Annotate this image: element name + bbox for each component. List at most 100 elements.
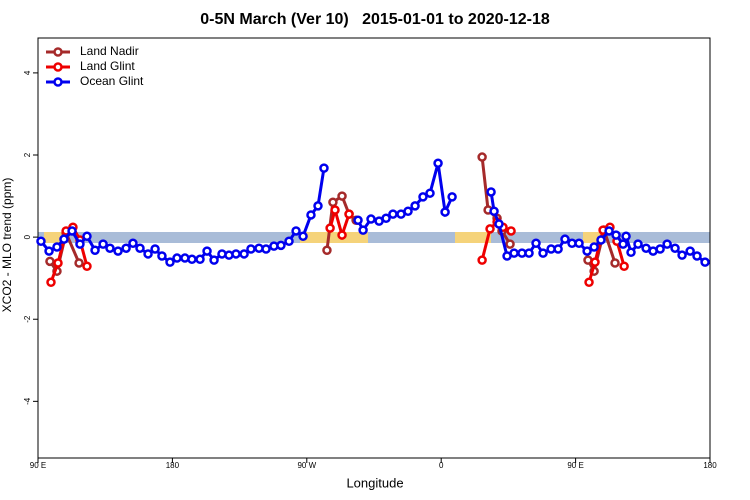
data-point — [358, 225, 368, 235]
data-point — [574, 238, 584, 249]
land-band — [583, 232, 601, 243]
data-point — [121, 243, 131, 253]
data-point — [74, 258, 84, 268]
y-tick-label: 0 — [23, 234, 32, 239]
data-point — [353, 215, 363, 226]
data-point — [75, 239, 85, 249]
data-point — [128, 238, 138, 249]
data-point — [425, 188, 435, 198]
data-point — [46, 277, 56, 288]
surface-band — [38, 232, 710, 243]
data-point — [505, 239, 515, 249]
chart-title: 0-5N March (Ver 10) 2015-01-01 to 2020-1… — [200, 11, 550, 28]
data-point — [52, 242, 62, 252]
data-point — [366, 214, 376, 224]
data-point — [486, 187, 496, 197]
data-point — [53, 258, 63, 268]
data-point — [143, 249, 153, 259]
data-point — [662, 239, 672, 249]
data-point — [670, 243, 680, 253]
data-point — [590, 257, 600, 267]
data-point — [322, 245, 332, 256]
data-point — [531, 238, 541, 249]
data-point — [553, 244, 563, 254]
legend-marker — [53, 47, 63, 57]
data-point — [589, 242, 599, 252]
data-point — [313, 201, 323, 211]
x-tick-label: 90 E — [30, 461, 46, 470]
data-point — [621, 231, 631, 242]
y-tick-label: -4 — [23, 397, 32, 405]
land-band — [300, 232, 368, 243]
data-point — [172, 253, 182, 263]
data-point — [611, 230, 621, 240]
data-point — [246, 244, 256, 254]
data-point — [90, 245, 100, 256]
data-point — [44, 246, 54, 256]
x-tick-label: 180 — [703, 461, 717, 470]
data-point — [150, 244, 160, 254]
x-tick-label: 0 — [439, 461, 444, 470]
data-point — [685, 246, 695, 256]
data-point — [584, 277, 594, 288]
x-tick-label: 180 — [166, 461, 180, 470]
legend-label: Ocean Glint — [80, 74, 144, 88]
data-point — [524, 248, 534, 258]
data-point — [325, 223, 335, 233]
data-point — [195, 254, 205, 265]
data-point — [560, 234, 570, 244]
data-point — [610, 258, 620, 268]
data-point — [582, 246, 592, 256]
land-band — [455, 232, 491, 243]
data-point — [677, 250, 687, 260]
data-point — [59, 234, 69, 244]
data-point — [82, 261, 92, 272]
data-point — [447, 192, 457, 202]
data-point — [337, 191, 347, 201]
data-point — [284, 236, 294, 246]
data-point — [618, 239, 628, 249]
data-point — [306, 210, 316, 220]
data-point — [209, 255, 219, 265]
data-point — [202, 246, 212, 256]
data-point — [113, 246, 123, 256]
data-point — [328, 197, 338, 207]
data-point — [619, 261, 629, 272]
data-point — [596, 235, 606, 245]
data-point — [506, 226, 516, 236]
data-point — [36, 236, 46, 246]
data-point — [319, 163, 329, 173]
ocean-band — [38, 232, 710, 243]
data-point — [485, 224, 495, 234]
data-point — [410, 201, 420, 211]
x-tick-label: 90 W — [297, 461, 316, 470]
data-point — [239, 249, 249, 259]
data-point — [403, 206, 413, 217]
data-point — [418, 192, 428, 202]
data-point — [261, 244, 271, 254]
data-point — [165, 257, 175, 267]
data-point — [135, 243, 145, 253]
plot-frame — [37, 37, 711, 459]
data-point — [381, 213, 391, 223]
data-point — [494, 219, 504, 229]
data-point — [231, 249, 241, 259]
data-point — [626, 247, 636, 258]
y-tick-label: 4 — [23, 70, 32, 75]
data-point — [276, 240, 286, 251]
legend-marker — [53, 62, 63, 72]
data-point — [67, 226, 77, 236]
legend-label: Land Nadir — [80, 44, 139, 58]
data-point — [700, 257, 710, 267]
data-point — [633, 239, 643, 249]
x-tick-label: 90 E — [567, 461, 583, 470]
data-point — [330, 205, 340, 215]
data-point — [105, 243, 115, 253]
data-point — [337, 230, 347, 240]
data-point — [477, 255, 487, 265]
y-tick-label: -2 — [23, 315, 32, 323]
data-point — [489, 206, 499, 217]
data-point — [477, 152, 487, 162]
data-point — [692, 251, 702, 261]
data-point — [433, 158, 443, 168]
